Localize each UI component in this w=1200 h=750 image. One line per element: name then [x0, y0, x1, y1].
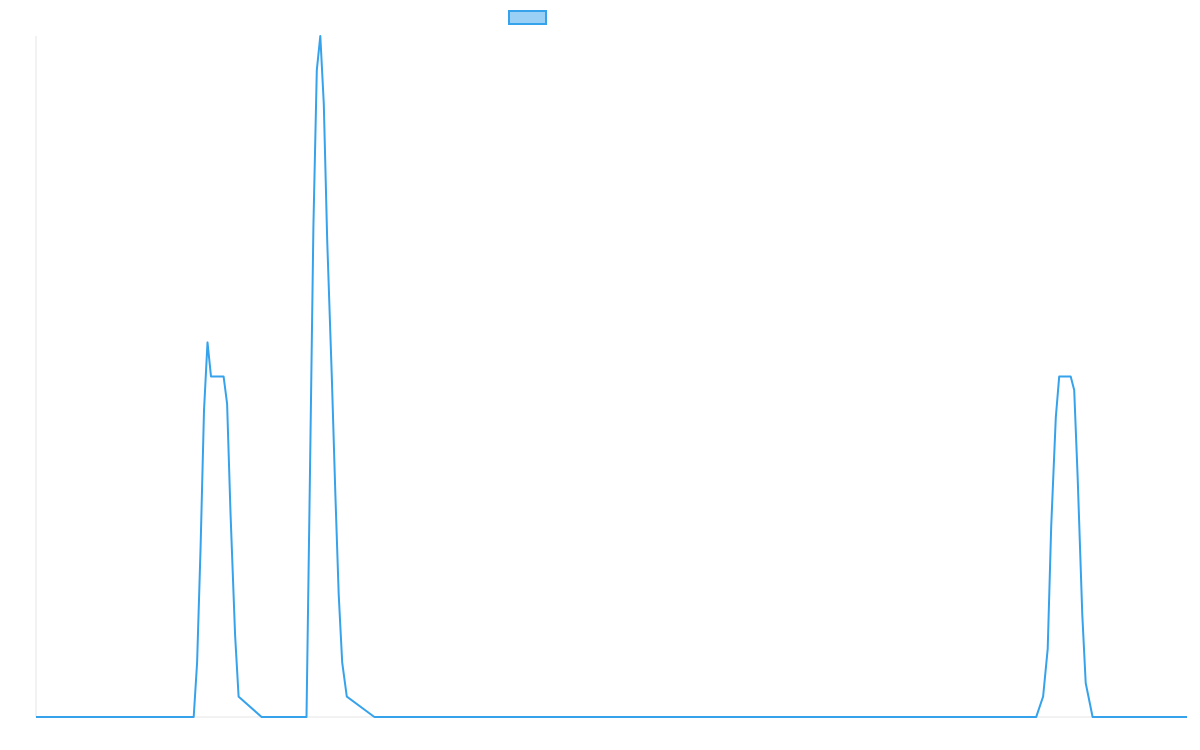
series-line — [36, 35, 1187, 718]
chart-legend[interactable] — [508, 10, 553, 25]
legend-swatch — [508, 10, 547, 25]
